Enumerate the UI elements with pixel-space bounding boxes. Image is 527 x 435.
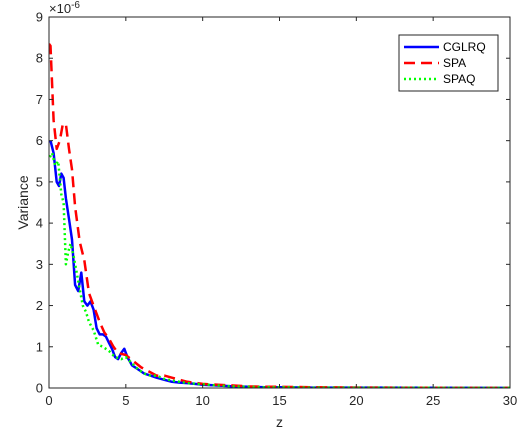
y-tick-label: 8 <box>36 51 43 66</box>
x-tick-label: 0 <box>45 393 52 408</box>
x-tick-label: 15 <box>272 393 286 408</box>
legend-label-spa: SPA <box>443 56 466 70</box>
x-tick-label: 30 <box>503 393 517 408</box>
y-tick-label: 2 <box>36 298 43 313</box>
y-exponent-label: ×10-6 <box>49 0 80 16</box>
legend-label-spaq: SPAQ <box>443 72 475 86</box>
x-tick-label: 5 <box>122 393 129 408</box>
x-tick-label: 10 <box>195 393 209 408</box>
y-tick-label: 3 <box>36 257 43 272</box>
series-line-spaq <box>49 151 510 388</box>
x-axis-label: z <box>276 414 283 430</box>
y-tick-label: 1 <box>36 339 43 354</box>
y-tick-label: 4 <box>36 216 43 231</box>
series-line-spa <box>49 43 510 388</box>
x-tick-label: 25 <box>426 393 440 408</box>
y-axis-label: Variance <box>15 175 31 229</box>
y-tick-label: 5 <box>36 174 43 189</box>
legend: CGLRQ SPA SPAQ <box>398 34 499 92</box>
y-tick-label: 9 <box>36 10 43 25</box>
y-tick-label: 6 <box>36 133 43 148</box>
legend-box <box>398 34 499 92</box>
x-tick-label: 20 <box>349 393 363 408</box>
y-tick-label: 0 <box>36 381 43 396</box>
legend-label-cglrq: CGLRQ <box>443 40 486 54</box>
y-tick-label: 7 <box>36 92 43 107</box>
